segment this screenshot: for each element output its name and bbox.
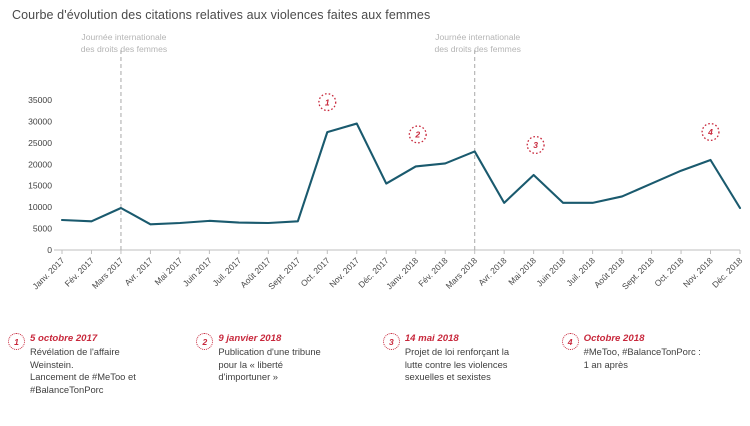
x-axis-tick-label: Déc. 2018 [710, 255, 745, 290]
womens-day-note-line2: des droits des femmes [434, 44, 520, 54]
x-axis-tick-label: Oct. 2017 [299, 255, 332, 288]
y-axis-tick-label: 30000 [28, 116, 52, 126]
footnote-1-body: 5 octobre 2017 Révélation de l'affaire W… [30, 332, 190, 396]
chart-marker-circle-3[interactable] [526, 135, 545, 155]
womens-day-note-line1: Journée internationale [435, 32, 520, 42]
x-axis-tick-label: Juin 2018 [534, 255, 567, 288]
womens-day-note-line1: Journée internationale [81, 32, 166, 42]
chart-marker-circle-4[interactable] [701, 122, 720, 142]
footnote-1: 1 5 octobre 2017 Révélation de l'affaire… [0, 332, 196, 426]
chart-marker-circle-2[interactable] [408, 125, 427, 144]
footnote-2-text: Publication d'une tribune pour la « libe… [218, 346, 376, 384]
footnote-4-badge: 4 [561, 333, 579, 350]
x-axis-tick-label: Sept. 2017 [266, 255, 302, 291]
y-axis-tick-label: 10000 [28, 202, 52, 212]
footnote-1-line-1: Révélation de l'affaire [30, 346, 120, 357]
y-axis-tick-label: 15000 [28, 181, 52, 191]
chart-marker-label-2: 2 [414, 130, 420, 140]
footnote-1-line-4: #BalanceTonPorc [30, 383, 104, 395]
footnote-1-line-2: Weinstein. [30, 358, 74, 370]
chart-plot-area: 0 5000 10000 15000 20000 25000 30000 35000 Janv.… [0, 28, 750, 328]
footnote-2-line-3: d'importuner » [218, 371, 279, 383]
footnote-3-line-1: Projet de loi renforçant la [404, 346, 510, 357]
chart-marker-label-4: 4 [707, 127, 713, 137]
chart-marker-circle-1[interactable] [318, 93, 337, 112]
x-axis-tick-label: Mai 2017 [153, 255, 185, 287]
footnote-3-body: 14 mai 2018 Projet de loi renforçant la … [405, 332, 556, 384]
y-axis-tick-label: 0 [47, 245, 52, 255]
footnote-1-line-3: Lancement de #MeToo et [30, 371, 136, 383]
citations-series-line [60, 122, 742, 226]
footnote-4-line-1: #MeToo, #BalanceTonPorc : [583, 346, 701, 357]
x-axis-tick-label: Avr. 2017 [122, 255, 155, 288]
footnote-2-line-2: pour la « liberté [218, 358, 283, 370]
x-axis-tick-label: Janv. 2018 [384, 255, 420, 291]
y-axis-tick-label: 35000 [28, 95, 52, 105]
chart-marker-label-3: 3 [533, 140, 538, 150]
footnote-1-date: 5 octobre 2017 [30, 333, 98, 344]
footnote-4-date: Octobre 2018 [583, 333, 645, 344]
x-axis-tick-label: Mars 2018 [444, 255, 480, 291]
x-axis-tick-label: Janv. 2017 [30, 255, 66, 291]
y-axis-tick-label: 20000 [28, 159, 52, 169]
footnote-3-line-2: lutte contre les violences [404, 358, 508, 370]
footnote-3-badge: 3 [382, 333, 400, 350]
x-axis-tick-label: Avr. 2018 [476, 255, 509, 288]
x-axis-tick-label: Sept. 2018 [620, 255, 656, 291]
chart-marker-label-1: 1 [325, 97, 330, 107]
footnote-4-text: #MeToo, #BalanceTonPorc : 1 an après [584, 346, 744, 371]
footnote-1-text: Révélation de l'affaire Weinstein. Lance… [30, 346, 190, 396]
footnote-4-line-2: 1 an après [583, 358, 628, 370]
footnote-4-body: Octobre 2018 #MeToo, #BalanceTonPorc : 1… [584, 332, 744, 371]
footnote-2-body: 9 janvier 2018 Publication d'une tribune… [218, 332, 376, 384]
x-axis-tick-label: Mars 2017 [90, 255, 126, 291]
x-axis-tick-label: Oct. 2018 [652, 255, 685, 288]
footnote-2-date: 9 janvier 2018 [218, 333, 282, 344]
footnote-2-badge: 2 [196, 333, 214, 350]
footnote-3-line-3: sexuelles et sexistes [404, 371, 491, 383]
footnote-3-text: Projet de loi renforçant la lutte contre… [405, 346, 556, 384]
footnote-3-date: 14 mai 2018 [404, 333, 459, 344]
footnote-4: 4 Octobre 2018 #MeToo, #BalanceTonPorc :… [561, 332, 750, 426]
y-axis-tick-label: 25000 [28, 138, 52, 148]
footnote-1-badge: 1 [8, 333, 25, 350]
footnote-2-line-1: Publication d'une tribune [218, 346, 321, 357]
y-axis-tick-label: 5000 [33, 224, 52, 234]
womens-day-note-line2: des droits des femmes [81, 44, 167, 54]
x-axis-tick-label: Nov. 2018 [681, 255, 715, 289]
x-axis-tick-label: Nov. 2017 [327, 255, 361, 289]
x-axis-tick-label: Mai 2018 [506, 255, 538, 287]
footnote-3: 3 14 mai 2018 Projet de loi renforçant l… [382, 332, 562, 426]
page-title: Courbe d'évolution des citations relativ… [12, 8, 431, 22]
footnote-2: 2 9 janvier 2018 Publication d'une tribu… [196, 332, 382, 426]
x-axis-tick-label: Juin 2017 [181, 255, 214, 288]
footnotes-legend: 1 5 octobre 2017 Révélation de l'affaire… [0, 332, 750, 426]
citations-line-chart: 0 5000 10000 15000 20000 25000 30000 35000 Janv.… [28, 32, 745, 291]
